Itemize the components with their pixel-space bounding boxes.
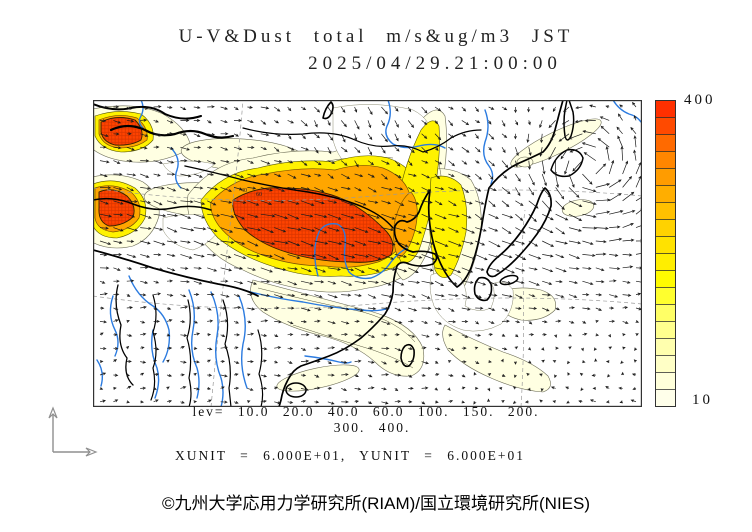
rivers [96, 100, 642, 407]
map-frame [92, 99, 643, 408]
contour-levels-line2: 300. 400. [333, 420, 411, 435]
colorbar-segment [656, 168, 675, 185]
colorbar-segment [656, 389, 675, 406]
colorbar-segment [656, 321, 675, 338]
colorbar-segment [656, 304, 675, 321]
contour-label-60: 60 [256, 192, 262, 198]
colorbar-segment [656, 236, 675, 253]
colorbar-segment [656, 253, 675, 270]
copyright-credit: ©九州大学応用力学研究所(RIAM)/国立環境研究所(NIES) [161, 494, 591, 513]
dust-map: 40 60 [92, 99, 643, 408]
contour-label-40: 40 [241, 188, 247, 194]
dust-map-canvas: 40 60 [92, 99, 643, 408]
colorbar-segment [656, 117, 675, 134]
coastlines-borders [93, 100, 584, 407]
unit-line: XUNIT = 6.000E+01, YUNIT = 6.000E+01 [175, 448, 525, 463]
colorbar-segment [656, 338, 675, 355]
graticule [93, 100, 642, 407]
colorbar-segment [656, 101, 675, 117]
colorbar-segment [656, 219, 675, 236]
colorbar-min-label: 10 [692, 392, 713, 408]
colorbar-segment [656, 134, 675, 151]
colorbar-max-label: 400 [684, 92, 716, 108]
chart-title: U-V&Dust total m/s&ug/m3 JST [178, 26, 574, 47]
colorbar-segment [656, 355, 675, 372]
colorbar-segment [656, 151, 675, 168]
wind-vector-arrows [99, 101, 642, 405]
chart-datetime: 2025/04/29.21:00:00 [308, 53, 562, 74]
contour-levels-line1: lev= 10.0 20.0 40.0 60.0 100. 150. 200. [192, 404, 540, 419]
colorbar-segment [656, 372, 675, 389]
corner-axes-icon [48, 406, 98, 457]
colorbar [655, 100, 676, 407]
colorbar-segment [656, 270, 675, 287]
colorbar-segment [656, 287, 675, 304]
colorbar-segment [656, 185, 675, 202]
colorbar-segment [656, 202, 675, 219]
